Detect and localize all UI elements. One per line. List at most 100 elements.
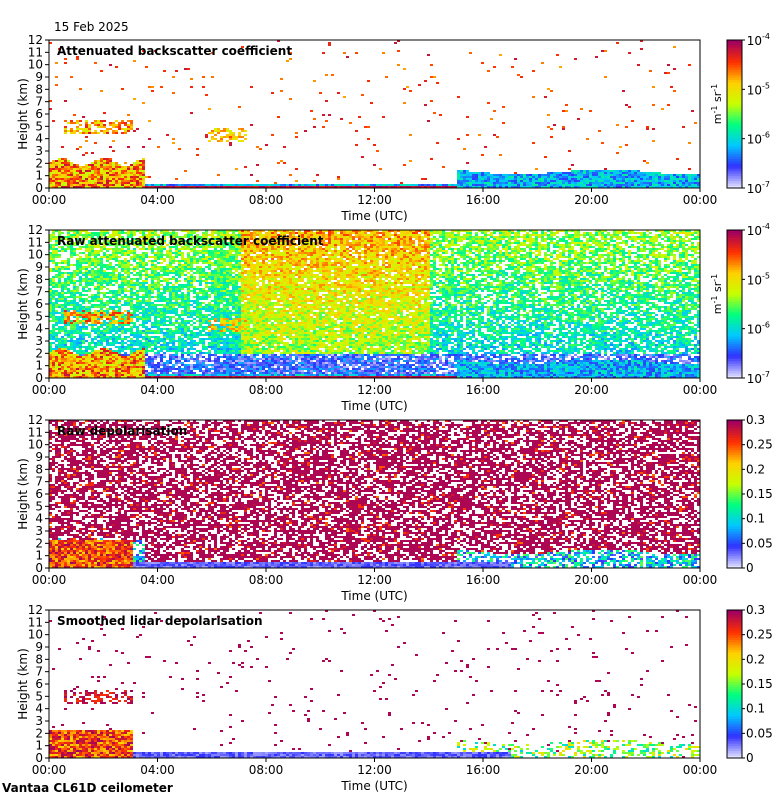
y-tick-label: 5 (35, 309, 43, 323)
y-tick-label: 3 (35, 334, 43, 348)
x-tick-label: 08:00 (249, 763, 284, 777)
x-tick-label: 20:00 (574, 763, 609, 777)
y-tick-label: 9 (35, 450, 43, 464)
x-tick-label: 12:00 (357, 193, 392, 207)
colorbar-tick-exponent: -6 (762, 131, 770, 140)
y-tick-label: 9 (35, 260, 43, 274)
x-tick-label: 16:00 (466, 383, 501, 397)
x-tick-label: 04:00 (140, 763, 175, 777)
y-tick-label: 7 (35, 475, 43, 489)
y-tick-label: 7 (35, 95, 43, 109)
y-axis-label: Height (km) (16, 648, 30, 719)
y-tick-label: 6 (35, 297, 43, 311)
panel-title: Smoothed lidar depolarisation (57, 614, 263, 628)
colorbar-tick-label: 10 (747, 182, 762, 196)
y-tick-label: 1 (35, 169, 43, 183)
x-axis-label: Time (UTC) (340, 589, 407, 603)
y-tick-label: 4 (35, 132, 43, 146)
y-tick-label: 5 (35, 499, 43, 513)
colorbar: 10-710-610-510 -4m-1 sr-1 (710, 32, 770, 196)
colorbar-tick-label: 0.2 (746, 462, 765, 476)
x-axis-label: Time (UTC) (340, 399, 407, 413)
colorbar-tick-label: 0.1 (746, 512, 765, 526)
colorbar-tick-label: 0.25 (746, 438, 773, 452)
x-tick-label: 08:00 (249, 383, 284, 397)
panel-title: Raw attenuated backscatter coefficient (57, 234, 324, 248)
colorbar-tick-label: 0 (746, 751, 754, 765)
y-tick-label: 12 (28, 413, 43, 427)
y-tick-label: 1 (35, 549, 43, 563)
y-tick-label: 4 (35, 322, 43, 336)
y-tick-label: 10 (28, 248, 43, 262)
colorbar-tick-label: 0 (746, 561, 754, 575)
x-tick-label: 04:00 (140, 573, 175, 587)
colorbar-tick-exponent: -5 (762, 271, 770, 280)
y-tick-label: 11 (28, 235, 43, 249)
x-tick-label: 00:00 (683, 763, 718, 777)
x-tick-label: 20:00 (574, 193, 609, 207)
colorbar-tick-label: 10 (747, 83, 762, 97)
y-tick-label: 11 (28, 45, 43, 59)
colorbar-tick-exponent: -6 (762, 321, 770, 330)
y-tick-label: 8 (35, 652, 43, 666)
y-tick-label: 2 (35, 726, 43, 740)
y-tick-label: 4 (35, 702, 43, 716)
colorbar-tick-exponent: -4 (762, 222, 770, 231)
colorbar-tick-label: 0.05 (746, 536, 773, 550)
colorbar: 00.050.10.150.20.250.3 (727, 413, 773, 575)
panel-title: Attenuated backscatter coefficient (57, 44, 292, 58)
y-tick-label: 1 (35, 359, 43, 373)
colorbar-tick-label: 0.15 (746, 487, 773, 501)
y-tick-label: 12 (28, 603, 43, 617)
colorbar-tick-label: 0.2 (746, 652, 765, 666)
y-tick-label: 6 (35, 107, 43, 121)
x-tick-label: 12:00 (357, 383, 392, 397)
y-tick-label: 7 (35, 285, 43, 299)
colorbar-unit: m-1 sr-1 (710, 274, 724, 314)
x-tick-label: 00:00 (683, 383, 718, 397)
colorbar-tick-label: 0.25 (746, 628, 773, 642)
x-tick-label: 12:00 (357, 573, 392, 587)
colorbar-tick-label: 0.05 (746, 726, 773, 740)
y-tick-label: 4 (35, 512, 43, 526)
x-tick-label: 00:00 (683, 193, 718, 207)
colorbar-tick-exponent: -4 (762, 32, 770, 41)
x-tick-label: 16:00 (466, 573, 501, 587)
colorbar-tick-label: 10 (747, 224, 762, 238)
x-tick-label: 20:00 (574, 573, 609, 587)
x-tick-label: 00:00 (32, 763, 67, 777)
y-tick-label: 8 (35, 272, 43, 286)
colorbar-unit: m-1 sr-1 (710, 84, 724, 124)
colorbar-tick-label: 10 (747, 372, 762, 386)
colorbar-tick-exponent: -7 (762, 180, 770, 189)
y-tick-label: 6 (35, 677, 43, 691)
y-tick-label: 1 (35, 739, 43, 753)
x-tick-label: 12:00 (357, 763, 392, 777)
x-tick-label: 08:00 (249, 193, 284, 207)
colorbar: 10-710-610-510 -4m-1 sr-1 (710, 222, 770, 386)
colorbar-tick-exponent: -5 (762, 81, 770, 90)
panel-2: Raw attenuated backscatter coefficient01… (16, 222, 770, 413)
y-axis-label: Height (km) (16, 78, 30, 149)
panel-1: Attenuated backscatter coefficient012345… (16, 32, 770, 223)
panel-4: Smoothed lidar depolarisation01234567891… (16, 603, 773, 793)
y-axis-label: Height (km) (16, 458, 30, 529)
colorbar-tick-label: 0.1 (746, 702, 765, 716)
colorbar-tick-label: 0.3 (746, 603, 765, 617)
y-tick-label: 2 (35, 346, 43, 360)
x-tick-label: 08:00 (249, 573, 284, 587)
y-tick-label: 7 (35, 665, 43, 679)
y-tick-label: 3 (35, 144, 43, 158)
x-tick-label: 04:00 (140, 193, 175, 207)
x-tick-label: 00:00 (32, 383, 67, 397)
colorbar-tick-exponent: -7 (762, 370, 770, 379)
x-tick-label: 04:00 (140, 383, 175, 397)
y-tick-label: 10 (28, 438, 43, 452)
panel-title: Raw depolarisation (57, 424, 187, 438)
y-tick-label: 3 (35, 714, 43, 728)
y-tick-label: 3 (35, 524, 43, 538)
plot-area (49, 610, 700, 758)
y-tick-label: 6 (35, 487, 43, 501)
